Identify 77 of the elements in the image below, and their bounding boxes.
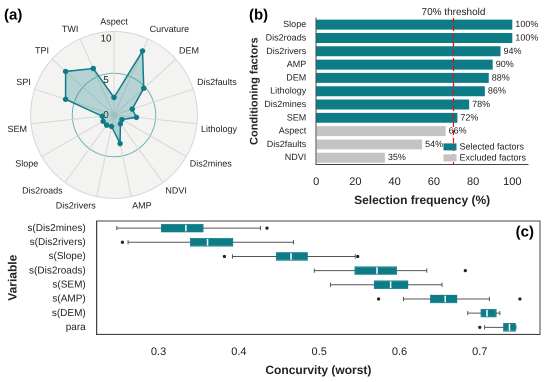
bar [316, 60, 493, 70]
y-tick-label: s(SEM) [52, 280, 86, 291]
x-tick-label: 20 [349, 176, 362, 188]
data-label: 100% [515, 32, 538, 42]
y-tick-label: Dis2roads [266, 32, 307, 42]
bar [316, 46, 501, 56]
x-tick-label: 60 [428, 176, 440, 188]
y-axis-title: Variable [6, 254, 20, 301]
spoke-label: TWI [62, 24, 78, 34]
spoke-label: SPI [16, 77, 31, 88]
x-tick-label: 40 [388, 176, 401, 188]
data-label: 88% [492, 72, 510, 82]
spoke-label: Curvature [150, 24, 190, 34]
data-label: 35% [388, 152, 406, 162]
spoke-label: NDVI [165, 186, 187, 196]
x-axis-title: Selection frequency (%) [354, 193, 490, 208]
data-label: 86% [488, 86, 506, 96]
x-tick-label: 80 [466, 176, 480, 188]
y-tick-label: s(Dis2roads) [29, 265, 86, 276]
text: (b) [249, 6, 268, 24]
bar [316, 139, 422, 150]
data-label: 90% [496, 59, 514, 70]
y-tick-label: SEM [286, 112, 306, 122]
legend-label: Selected factors [459, 141, 524, 152]
bar [316, 152, 385, 163]
x-axis-title: Concurvity (worst) [265, 363, 372, 378]
bar [316, 72, 489, 83]
text: (a) [4, 6, 22, 24]
y-tick-label: s(Slope) [48, 251, 86, 262]
x-tick-label: 0.5 [312, 346, 327, 358]
annotation: (c) [516, 224, 534, 241]
y-tick-label: DEM [286, 72, 306, 82]
y-tick-label: 5 [103, 75, 110, 86]
y-tick-label: Dis2rivers [266, 46, 307, 56]
spoke-label: Slope [15, 158, 38, 169]
bar [316, 100, 470, 110]
y-tick-label: Aspect [278, 126, 307, 136]
bar [316, 112, 458, 123]
y-tick-label: s(Dis2mines) [27, 222, 86, 234]
y-axis-title: Conditioning factors [248, 37, 261, 145]
x-tick-label: 0.6 [392, 346, 408, 358]
y-tick-label: s(Dis2rivers) [30, 237, 86, 248]
data-label: 66% [448, 126, 467, 136]
y-tick-label: NDVI [284, 152, 306, 162]
bar [316, 126, 446, 136]
spoke-label: Lithology [200, 124, 238, 134]
x-tick-label: 0.7 [472, 346, 488, 358]
y-tick-label: Dis2mines [264, 98, 307, 109]
ref-line-label: 70% threshold [422, 6, 486, 18]
bar [316, 86, 485, 96]
spoke-label: Dis2roads [22, 186, 64, 196]
legend-label: Excluded factors [459, 152, 526, 162]
y-tick-label: s(AMP) [52, 294, 86, 305]
y-tick-label: 10 [100, 33, 112, 44]
x-tick-label: 100 [503, 176, 522, 188]
data-label: 78% [472, 98, 490, 109]
data-label: 72% [460, 112, 478, 122]
spoke-label: Dis2mines [190, 158, 232, 169]
y-tick-label: Slope [283, 19, 306, 30]
data-label: 94% [504, 46, 522, 56]
spoke-label: Dis2faults [197, 77, 238, 88]
x-tick-label: 0.4 [231, 346, 247, 358]
y-tick-label: Lithology [270, 86, 307, 96]
spoke-label: DEM [178, 46, 199, 56]
bar [316, 32, 512, 43]
x-tick-label: 0.3 [150, 346, 166, 358]
x-tick-label: 0 [313, 176, 320, 188]
y-tick-label: s(DEM) [52, 308, 86, 319]
y-tick-label: AMP [286, 59, 306, 70]
data-label: 100% [515, 19, 538, 30]
y-tick-label: Dis2faults [266, 138, 307, 149]
y-tick-label: para [66, 322, 86, 334]
data-label: 54% [425, 138, 444, 149]
bar [316, 20, 512, 30]
spoke-label: SEM [8, 124, 28, 134]
spoke-label: AMP [132, 200, 152, 210]
spoke-label: TPI [34, 46, 50, 56]
